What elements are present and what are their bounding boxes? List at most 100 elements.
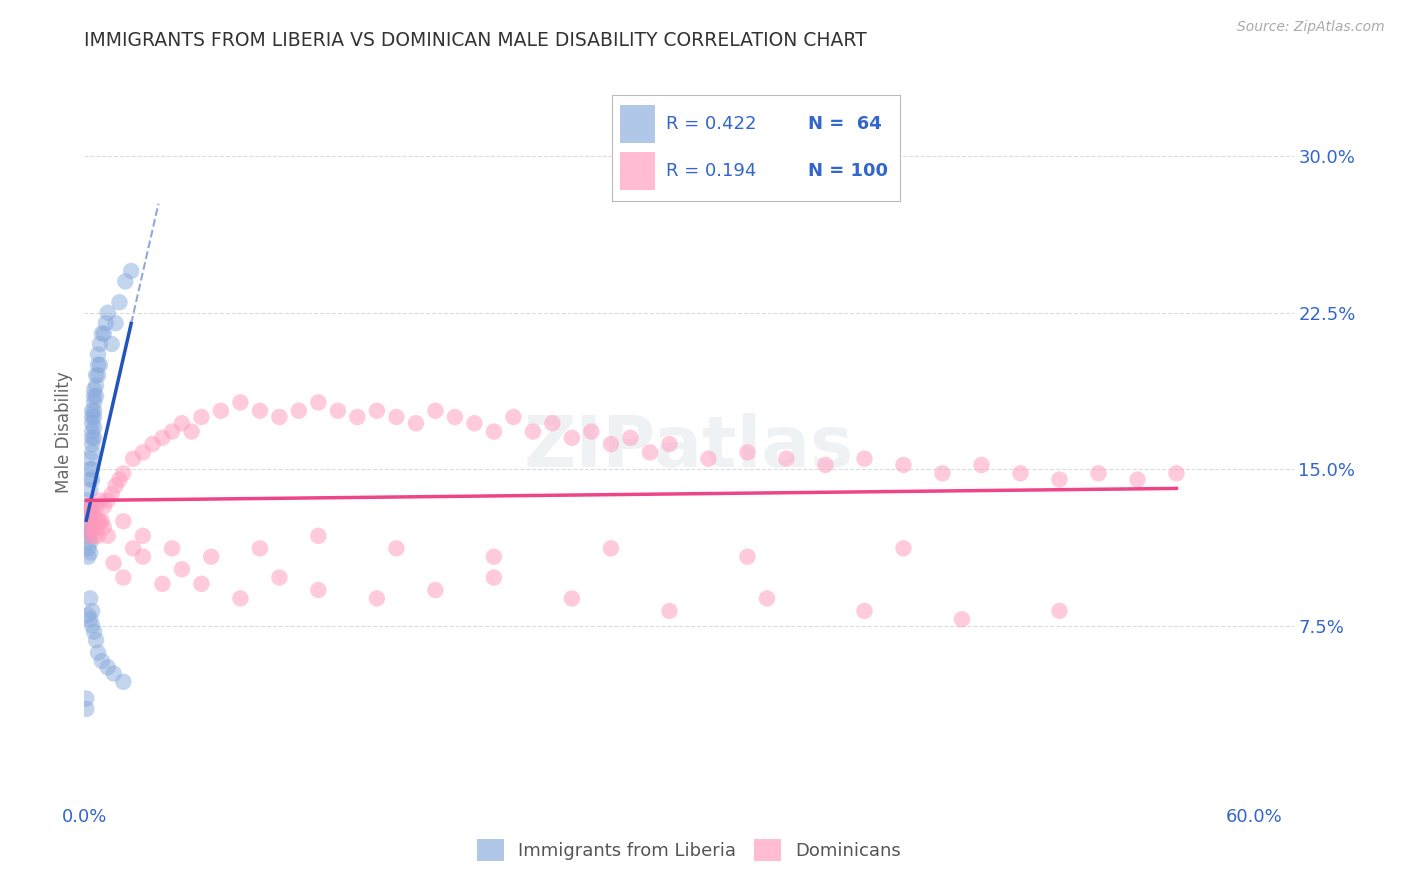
Point: [522, 425, 544, 439]
Text: N =  64: N = 64: [807, 115, 882, 133]
Point: [120, 264, 142, 278]
Point: [83, 389, 105, 403]
Point: [385, 409, 408, 424]
Point: [561, 431, 583, 445]
Point: [90, 326, 112, 341]
Point: [75, 520, 97, 534]
Y-axis label: Male Disability: Male Disability: [55, 372, 73, 493]
Point: [150, 577, 173, 591]
Point: [970, 458, 993, 472]
Point: [132, 445, 155, 459]
Point: [77, 541, 100, 556]
Point: [87, 514, 110, 528]
Point: [170, 416, 193, 430]
Point: [82, 473, 104, 487]
Point: [150, 431, 173, 445]
Point: [89, 514, 111, 528]
Point: [82, 462, 104, 476]
Point: [87, 358, 110, 372]
Point: [269, 570, 291, 584]
Point: [142, 437, 165, 451]
Point: [385, 541, 408, 556]
Point: [82, 604, 104, 618]
Point: [79, 591, 101, 606]
Point: [249, 403, 271, 417]
Text: IMMIGRANTS FROM LIBERIA VS DOMINICAN MALE DISABILITY CORRELATION CHART: IMMIGRANTS FROM LIBERIA VS DOMINICAN MAL…: [84, 30, 868, 50]
Point: [82, 403, 104, 417]
Text: ZIPatlas: ZIPatlas: [524, 413, 853, 482]
Point: [82, 445, 104, 459]
Point: [93, 520, 115, 534]
Point: [170, 562, 193, 576]
Point: [366, 403, 388, 417]
Point: [229, 395, 252, 409]
Point: [482, 425, 505, 439]
Point: [444, 409, 467, 424]
Point: [853, 604, 876, 618]
Point: [79, 514, 101, 528]
Point: [200, 549, 222, 564]
Point: [122, 451, 145, 466]
Point: [931, 467, 953, 481]
Point: [83, 409, 105, 424]
Point: [79, 612, 101, 626]
Point: [775, 451, 797, 466]
Point: [97, 493, 120, 508]
Point: [79, 545, 101, 559]
Point: [1010, 467, 1032, 481]
Point: [463, 416, 485, 430]
Point: [112, 570, 135, 584]
Point: [638, 445, 661, 459]
Point: [619, 431, 641, 445]
Point: [122, 541, 145, 556]
Point: [103, 556, 125, 570]
Point: [75, 702, 97, 716]
Point: [83, 420, 105, 434]
Point: [100, 487, 122, 501]
Point: [600, 541, 623, 556]
Point: [79, 535, 101, 549]
Point: [75, 508, 97, 522]
Point: [288, 403, 311, 417]
Point: [83, 403, 105, 417]
Point: [77, 549, 100, 564]
Point: [541, 416, 564, 430]
Point: [79, 508, 101, 522]
Point: [893, 541, 915, 556]
Point: [108, 473, 131, 487]
Point: [77, 529, 100, 543]
Point: [89, 493, 111, 508]
Point: [482, 549, 505, 564]
Point: [79, 483, 101, 497]
Point: [90, 514, 112, 528]
Point: [83, 624, 105, 639]
Point: [89, 337, 111, 351]
Point: [658, 604, 681, 618]
Point: [229, 591, 252, 606]
Point: [75, 691, 97, 706]
Point: [87, 529, 110, 543]
Point: [77, 500, 100, 514]
Point: [87, 646, 110, 660]
Point: [249, 541, 271, 556]
Point: [160, 425, 183, 439]
Point: [132, 529, 155, 543]
Point: [737, 445, 759, 459]
FancyBboxPatch shape: [620, 153, 655, 190]
Point: [269, 409, 291, 424]
Point: [209, 403, 232, 417]
Point: [87, 347, 110, 361]
Point: [84, 633, 107, 648]
Text: N = 100: N = 100: [807, 162, 887, 180]
Point: [737, 549, 759, 564]
Point: [581, 425, 603, 439]
Point: [84, 520, 107, 534]
Point: [561, 591, 583, 606]
Point: [82, 520, 104, 534]
Point: [190, 409, 212, 424]
Point: [893, 458, 915, 472]
Point: [307, 583, 329, 598]
Point: [83, 529, 105, 543]
Point: [77, 500, 100, 514]
Point: [482, 570, 505, 584]
